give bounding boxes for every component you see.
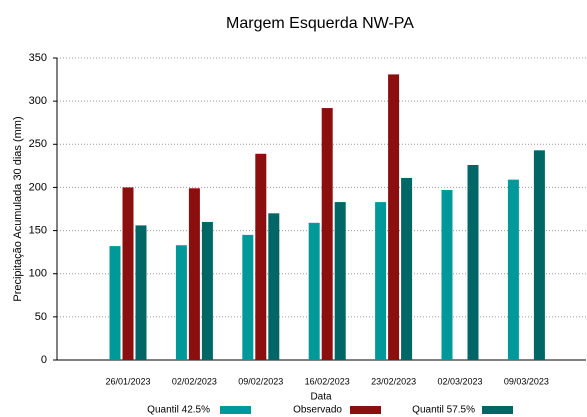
y-tick-label: 200 xyxy=(29,181,47,193)
y-tick-label: 50 xyxy=(35,311,47,323)
bar xyxy=(122,187,134,360)
legend-swatch xyxy=(220,406,251,414)
bar xyxy=(533,150,545,360)
bar xyxy=(109,246,121,360)
bar xyxy=(255,153,267,360)
bar xyxy=(375,202,387,360)
x-tick-label: 16/02/2023 xyxy=(305,376,350,386)
bar xyxy=(401,177,413,360)
x-tick-label: 26/01/2023 xyxy=(105,376,150,386)
y-tick-label: 300 xyxy=(29,95,47,107)
legend-swatch xyxy=(482,406,513,414)
y-tick-label: 100 xyxy=(29,268,47,280)
chart-title: Margem Esquerda NW-PA xyxy=(226,15,414,32)
bar xyxy=(308,222,320,360)
x-tick-label: 23/02/2023 xyxy=(371,376,416,386)
y-tick-label: 0 xyxy=(41,354,47,366)
y-axis-label: Precipitação Acumulada 30 dias (mm) xyxy=(12,116,24,301)
bar xyxy=(175,245,187,360)
legend-label: Observado xyxy=(293,405,342,416)
y-tick-label: 150 xyxy=(29,224,47,236)
bar xyxy=(201,221,213,360)
bar xyxy=(135,225,147,360)
x-tick-label: 09/03/2023 xyxy=(504,376,549,386)
x-tick-label: 02/03/2023 xyxy=(437,376,482,386)
y-tick-label: 350 xyxy=(29,52,47,64)
bar xyxy=(334,202,346,360)
bar xyxy=(441,190,453,360)
legend-swatch xyxy=(350,406,381,414)
bar xyxy=(321,108,333,360)
x-tick-label: 02/02/2023 xyxy=(172,376,217,386)
x-axis-label: Data xyxy=(310,392,332,403)
legend-label: Quantil 42.5% xyxy=(147,405,210,416)
bar xyxy=(242,234,254,360)
bar xyxy=(388,74,400,360)
bar xyxy=(188,188,200,360)
legend-label: Quantil 57.5% xyxy=(412,405,475,416)
bar xyxy=(467,164,479,360)
bar xyxy=(268,213,280,360)
y-tick-label: 250 xyxy=(29,138,47,150)
x-tick-label: 09/02/2023 xyxy=(238,376,283,386)
bar xyxy=(507,179,519,360)
